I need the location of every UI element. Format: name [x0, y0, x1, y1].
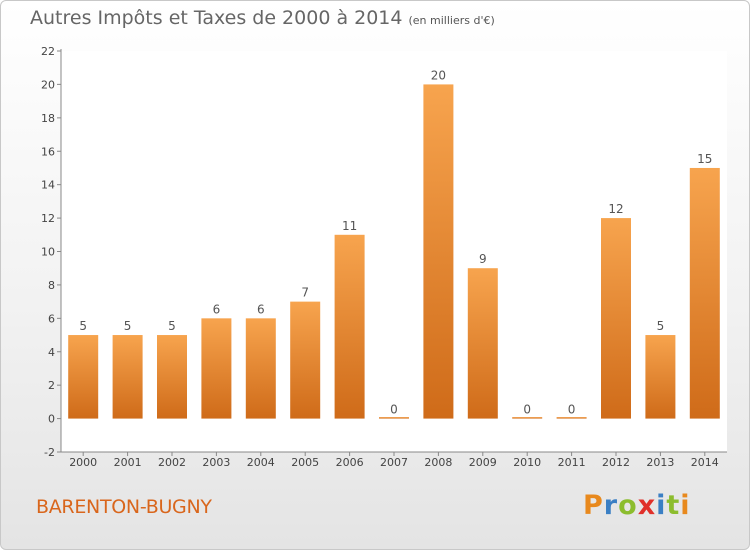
x-tick-label: 2004: [247, 456, 275, 469]
bar-value-label: 5: [657, 319, 665, 333]
bar: [645, 335, 676, 419]
bar-value-label: 0: [523, 403, 531, 417]
y-tick-label: 10: [41, 246, 55, 259]
bar: [245, 318, 276, 419]
y-tick-label: 0: [48, 413, 55, 426]
bar: [379, 417, 409, 419]
bar-value-label: 11: [342, 219, 357, 233]
x-tick-label: 2013: [646, 456, 674, 469]
x-tick-label: 2005: [291, 456, 319, 469]
logo-letter: x: [637, 490, 657, 521]
bar-value-label: 9: [479, 252, 487, 266]
bar-value-label: 5: [124, 319, 132, 333]
y-tick-label: 14: [41, 179, 55, 192]
y-tick-label: 18: [41, 112, 55, 125]
bar: [112, 335, 143, 419]
logo-letter: t: [666, 490, 681, 521]
logo-letter: o: [618, 490, 638, 521]
x-tick-label: 2010: [513, 456, 541, 469]
logo-letter: i: [656, 490, 667, 521]
y-tick-label: 12: [41, 212, 55, 225]
x-tick-label: 2001: [114, 456, 142, 469]
x-tick-label: 2006: [336, 456, 364, 469]
x-tick-label: 2012: [602, 456, 630, 469]
bar-value-label: 12: [608, 202, 623, 216]
y-tick-label: 16: [41, 145, 55, 158]
bar: [689, 167, 720, 419]
bar-value-label: 20: [431, 68, 446, 82]
x-tick-label: 2007: [380, 456, 408, 469]
bar-value-label: 5: [79, 319, 87, 333]
commune-name: BARENTON-BUGNY: [36, 496, 212, 518]
bar: [290, 301, 321, 419]
y-tick-label: 20: [41, 78, 55, 91]
bar: [512, 417, 543, 419]
bar: [68, 335, 99, 419]
bar: [201, 318, 232, 419]
x-tick-label: 2008: [424, 456, 452, 469]
chart-unit-label: (en milliers d'€): [408, 14, 495, 27]
bar-value-label: 0: [568, 403, 576, 417]
bar: [467, 268, 498, 419]
x-tick-label: 2002: [158, 456, 186, 469]
y-tick-label: 6: [48, 312, 55, 325]
bar-value-label: 7: [301, 286, 309, 300]
x-tick-label: 2014: [691, 456, 719, 469]
y-tick-label: -2: [44, 446, 55, 459]
logo-letter: P: [583, 490, 604, 521]
bar: [423, 84, 454, 419]
y-tick-label: 2: [48, 379, 55, 392]
bar: [157, 335, 187, 419]
chart-title-text: Autres Impôts et Taxes de 2000 à 2014: [30, 7, 403, 29]
logo-letter: r: [603, 490, 619, 521]
bar: [334, 234, 365, 419]
x-tick-label: 2011: [558, 456, 586, 469]
proxiti-logo: Proxiti: [583, 490, 691, 521]
x-tick-label: 2009: [469, 456, 497, 469]
y-tick-label: 22: [41, 45, 55, 58]
y-tick-label: 8: [48, 279, 55, 292]
bar-value-label: 5: [168, 319, 176, 333]
logo-letter: i: [680, 490, 691, 521]
x-tick-label: 2003: [202, 456, 230, 469]
bar-value-label: 6: [213, 302, 221, 316]
y-tick-label: 4: [48, 346, 55, 359]
x-tick-label: 2000: [69, 456, 97, 469]
chart-title: Autres Impôts et Taxes de 2000 à 2014 (en…: [30, 7, 495, 29]
bar-value-label: 15: [697, 152, 712, 166]
bar-value-label: 0: [390, 403, 398, 417]
bar: [601, 218, 631, 419]
bar-value-label: 6: [257, 302, 265, 316]
bar: [556, 417, 587, 419]
